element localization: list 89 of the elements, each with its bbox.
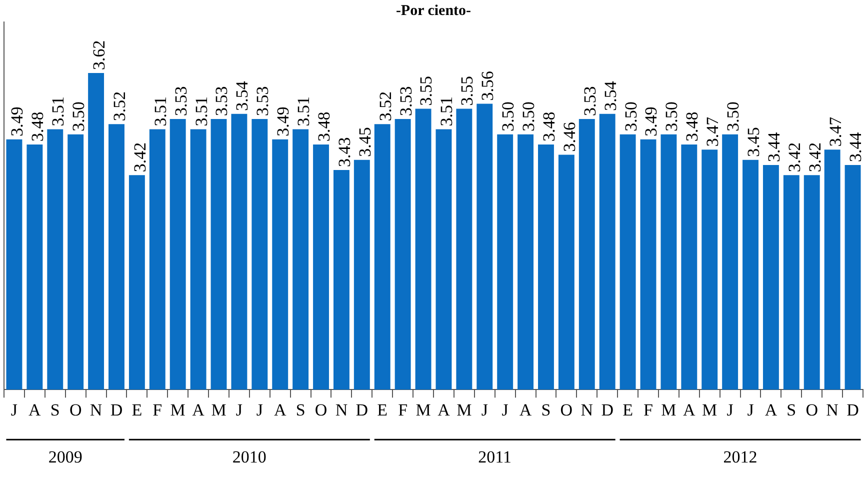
data-label: 3.51 xyxy=(48,96,68,126)
x-tick-label: A xyxy=(683,400,696,420)
data-label: 3.50 xyxy=(621,102,640,132)
x-tick-label: S xyxy=(541,400,551,420)
x-tick-label: S xyxy=(50,400,60,420)
data-label: 3.43 xyxy=(334,137,354,168)
data-label: 3.50 xyxy=(519,102,538,132)
x-tick-label: O xyxy=(314,400,328,420)
x-tick-label: J xyxy=(481,400,488,420)
data-label: 3.62 xyxy=(90,40,109,70)
data-label: 3.51 xyxy=(150,96,170,126)
data-label: 3.49 xyxy=(8,106,27,136)
data-label: 3.42 xyxy=(784,142,804,172)
data-label: 3.48 xyxy=(682,112,702,142)
x-tick-label: M xyxy=(702,400,718,420)
data-label: 3.53 xyxy=(580,86,600,116)
x-tick-label: J xyxy=(236,400,243,420)
x-tick-label: N xyxy=(335,400,348,420)
x-tick-label: E xyxy=(377,400,388,420)
data-label: 3.52 xyxy=(376,91,395,122)
x-tick-label: D xyxy=(110,400,123,420)
data-label: 3.49 xyxy=(642,106,661,136)
x-tick-label: J xyxy=(726,400,734,420)
data-label: 3.50 xyxy=(724,102,743,132)
data-label: 3.45 xyxy=(355,127,374,157)
x-tick-label: O xyxy=(69,400,82,420)
x-tick-label: A xyxy=(28,400,42,420)
x-tick-label: N xyxy=(90,400,102,420)
text: 2010 xyxy=(232,448,266,467)
x-tick-label: M xyxy=(416,400,431,420)
text: 2009 xyxy=(48,448,82,467)
data-label: 3.54 xyxy=(600,80,620,111)
chart-title: -Por ciento- xyxy=(396,2,472,19)
data-label: 3.45 xyxy=(744,127,763,157)
x-tick-label: D xyxy=(356,400,368,420)
data-label: 3.50 xyxy=(662,102,682,132)
data-label: 3.50 xyxy=(498,102,518,132)
data-label: 3.50 xyxy=(69,102,88,132)
x-tick-label: A xyxy=(274,400,287,420)
data-label: 3.53 xyxy=(396,86,416,116)
x-tick-label: E xyxy=(132,400,142,420)
data-label: 3.53 xyxy=(171,86,190,116)
x-tick-label: S xyxy=(296,400,306,420)
data-label: 3.42 xyxy=(805,142,824,172)
data-label: 3.53 xyxy=(253,86,272,116)
x-tick-label: F xyxy=(398,400,408,420)
x-tick-label: N xyxy=(580,400,594,420)
x-tick-label: A xyxy=(519,400,532,420)
x-tick-label: A xyxy=(764,400,778,420)
x-tick-label: F xyxy=(152,400,162,420)
x-tick-label: E xyxy=(622,400,633,420)
data-label: 3.47 xyxy=(826,116,845,147)
x-tick-label: M xyxy=(456,400,472,420)
text: 2011 xyxy=(478,448,512,467)
text: 2012 xyxy=(723,448,758,467)
data-label: 3.44 xyxy=(764,132,784,162)
data-label: 3.55 xyxy=(458,76,477,106)
data-label: 3.47 xyxy=(703,116,722,147)
x-tick-label: S xyxy=(786,400,796,420)
x-tick-label: F xyxy=(644,400,653,420)
data-label: 3.52 xyxy=(110,91,129,122)
x-tick-label: A xyxy=(438,400,451,420)
x-tick-label: J xyxy=(256,400,264,420)
x-tick-label: M xyxy=(211,400,226,420)
x-tick-label: J xyxy=(502,400,509,420)
data-label: 3.48 xyxy=(314,112,334,142)
data-label: 3.53 xyxy=(212,86,232,116)
data-label: 3.49 xyxy=(274,106,293,136)
data-label: 3.54 xyxy=(232,80,252,111)
data-label: 3.46 xyxy=(560,122,579,152)
x-tick-label: D xyxy=(601,400,614,420)
x-tick-label: N xyxy=(826,400,838,420)
data-label: 3.48 xyxy=(539,112,558,142)
x-tick-label: O xyxy=(560,400,573,420)
data-label: 3.51 xyxy=(437,96,456,126)
x-tick-label: J xyxy=(747,400,754,420)
data-label: 3.44 xyxy=(846,132,866,162)
data-label: 3.42 xyxy=(130,142,150,172)
x-tick-label: A xyxy=(192,400,206,420)
x-tick-label: D xyxy=(846,400,859,420)
x-tick-label: O xyxy=(806,400,818,420)
data-label: 3.56 xyxy=(478,70,498,101)
x-tick-label: J xyxy=(10,400,18,420)
x-tick-label: M xyxy=(661,400,676,420)
data-label: 3.48 xyxy=(28,112,48,142)
data-label: 3.51 xyxy=(294,96,314,126)
data-label: 3.55 xyxy=(416,76,436,106)
data-label: 3.51 xyxy=(192,96,211,126)
x-tick-label: M xyxy=(170,400,186,420)
